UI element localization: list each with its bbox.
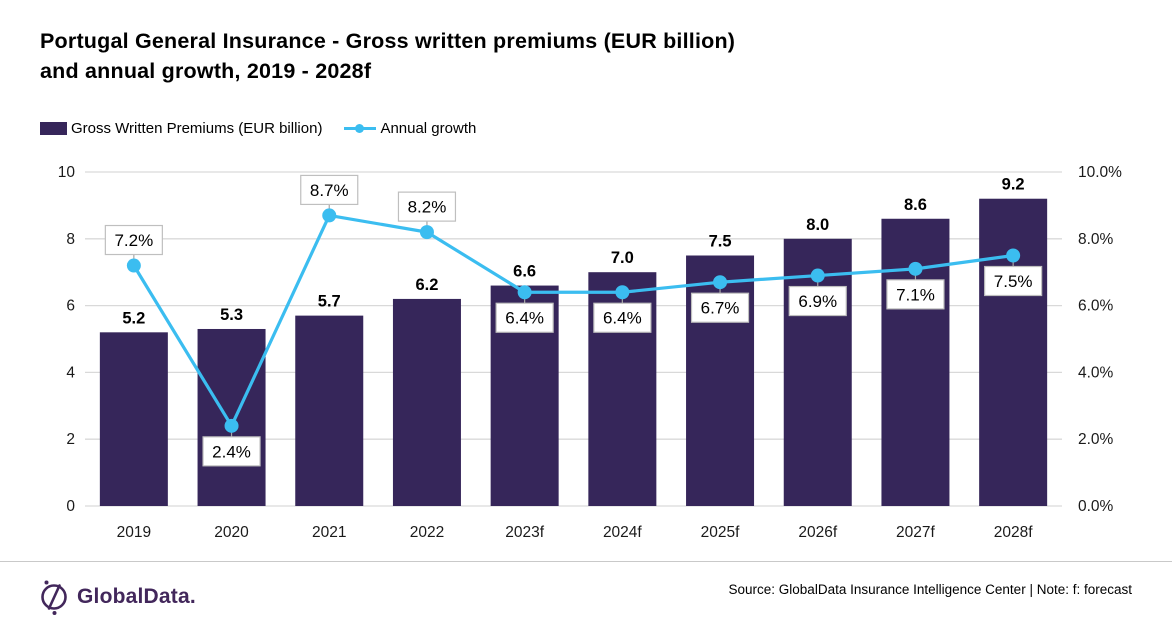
bar-value-label: 9.2	[1002, 176, 1025, 194]
growth-label-box	[202, 436, 261, 467]
growth-value-label: 7.2%	[114, 231, 153, 250]
bar-value-label: 5.3	[220, 306, 243, 324]
bar-2020	[197, 328, 266, 506]
growth-value-label: 2.4%	[212, 442, 251, 461]
right-axis-tick: 10.0%	[1078, 164, 1122, 181]
bar-value-label: 8.6	[904, 196, 927, 214]
growth-value-label: 6.4%	[603, 309, 642, 328]
growth-label-box	[788, 285, 847, 317]
bar-2021	[295, 315, 364, 506]
left-axis-tick: 0	[66, 498, 75, 515]
growth-marker-2024f	[615, 285, 630, 300]
growth-label-box	[886, 279, 945, 310]
x-axis-label-2021: 2021	[312, 524, 346, 541]
x-axis-label-2028f: 2028f	[994, 524, 1033, 541]
globaldata-logo-icon	[41, 580, 67, 615]
legend-premiums-label: Gross Written Premiums (EUR billion)	[71, 120, 323, 137]
bar-value-label: 6.6	[513, 263, 536, 281]
growth-label-box	[593, 302, 652, 333]
growth-marker-2025f	[713, 275, 728, 290]
right-axis-tick: 4.0%	[1078, 364, 1114, 381]
x-axis-label-2020: 2020	[214, 524, 249, 541]
bar-value-label: 7.0	[611, 249, 634, 267]
source-note: Source: GlobalData Insurance Intelligenc…	[728, 582, 1132, 597]
left-axis-tick: 2	[66, 431, 75, 448]
growth-marker-2019	[126, 258, 141, 273]
bar-value-label: 8.0	[806, 216, 829, 234]
growth-value-label: 6.4%	[505, 309, 544, 328]
growth-label-box	[495, 302, 554, 333]
growth-label-box	[984, 265, 1043, 297]
x-axis-label-2022: 2022	[410, 524, 444, 541]
bar-swatch-icon	[40, 122, 67, 135]
right-axis-tick: 6.0%	[1078, 298, 1114, 315]
growth-value-label: 7.1%	[896, 285, 935, 304]
left-axis-tick: 4	[66, 364, 75, 381]
legend-growth-label: Annual growth	[380, 120, 477, 137]
bar-2027f	[881, 218, 950, 506]
legend-item-growth: Annual growth	[344, 120, 476, 137]
growth-value-label: 7.5%	[994, 272, 1033, 291]
right-axis-tick: 8.0%	[1078, 231, 1114, 248]
growth-value-label: 8.7%	[310, 181, 349, 200]
left-axis-tick: 6	[66, 298, 75, 315]
growth-value-label: 8.2%	[408, 198, 447, 217]
right-axis-tick: 2.0%	[1078, 431, 1114, 448]
legend-item-premiums: Gross Written Premiums (EUR billion)	[40, 120, 322, 137]
x-axis-label-2025f: 2025f	[701, 524, 740, 541]
globaldata-logo: GlobalData.	[38, 578, 196, 616]
right-axis-tick: 0.0%	[1078, 498, 1114, 515]
growth-label-box	[300, 174, 359, 206]
growth-label-box	[690, 292, 750, 323]
growth-marker-2022	[419, 225, 434, 240]
x-axis-label-2024f: 2024f	[603, 524, 642, 541]
bar-2019	[99, 332, 168, 506]
bar-2022	[392, 298, 461, 506]
bar-value-label: 5.7	[318, 293, 341, 311]
growth-marker-2028f	[1006, 248, 1021, 263]
growth-value-label: 6.9%	[798, 292, 837, 311]
page-title: Portugal General Insurance - Gross writt…	[40, 29, 736, 83]
globaldata-logo-text: GlobalData.	[77, 585, 196, 608]
growth-marker-2026f	[810, 268, 825, 283]
growth-marker-2023f	[517, 285, 532, 300]
x-axis-label-2026f: 2026f	[798, 524, 837, 541]
x-axis-label-2027f: 2027f	[896, 524, 935, 541]
combo-chart: 0 0.0% 2 2.0% 4 4.0% 6 6.0% 8 8.0% 10 10.0% 5.2 5.3 5.…	[58, 164, 1122, 541]
growth-marker-2021	[322, 208, 337, 223]
growth-marker-2020	[224, 418, 239, 433]
line-swatch-icon	[344, 122, 377, 135]
bar-value-label: 7.5	[709, 233, 732, 251]
growth-value-label: 6.7%	[701, 299, 740, 318]
bar-value-label: 6.2	[415, 276, 438, 294]
growth-label-box	[104, 224, 163, 256]
left-axis-tick: 10	[58, 164, 76, 181]
chart-legend: Gross Written Premiums (EUR billion) Ann…	[40, 120, 476, 137]
footer-divider	[0, 561, 1172, 562]
growth-marker-2027f	[908, 261, 923, 276]
growth-line	[132, 213, 1014, 428]
bar-2028f	[979, 198, 1048, 506]
growth-label-box	[397, 191, 457, 222]
x-axis-label-2019: 2019	[117, 524, 151, 541]
x-axis-label-2023f: 2023f	[505, 524, 544, 541]
left-axis-tick: 8	[66, 231, 75, 248]
bar-value-label: 5.2	[122, 309, 145, 327]
